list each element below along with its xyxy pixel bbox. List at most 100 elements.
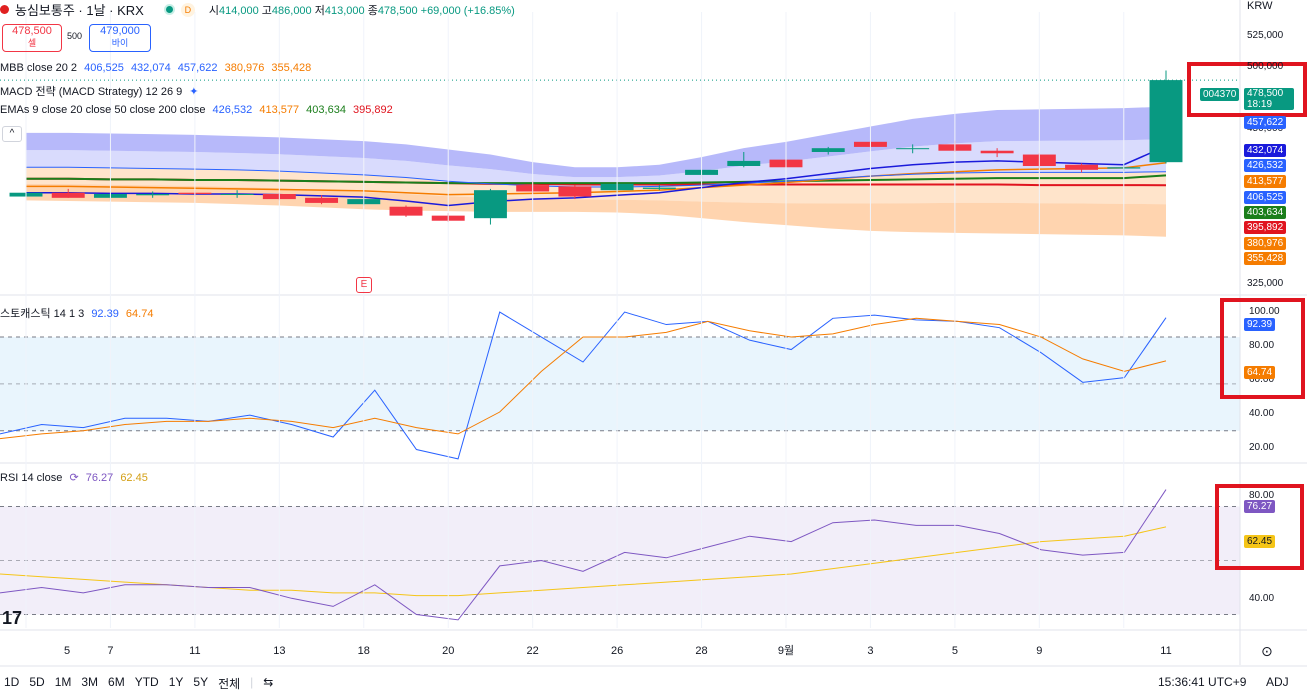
bb-lower-label: 355,428 xyxy=(1244,252,1287,265)
market-open-icon xyxy=(163,4,175,15)
refresh-icon[interactable]: ⟳ xyxy=(69,472,79,484)
timeframe-1y[interactable]: 1Y xyxy=(168,675,184,689)
stoch-k-label: 92.39 xyxy=(1244,318,1276,331)
stoch-d-label: 64.74 xyxy=(1244,366,1276,379)
axes-layer: 5 7 11 13 18 20 22 26 28 9월 3 5 9 11 xyxy=(0,0,1307,667)
price-tick: 500,000 xyxy=(1247,61,1284,72)
ema200-label: 395,892 xyxy=(1244,221,1287,234)
ema50-line xyxy=(26,174,1167,185)
time-axis-label: 11 xyxy=(189,645,200,657)
clock[interactable]: 15:36:41 UTC+9 xyxy=(1158,675,1247,689)
ema20-label: 413,577 xyxy=(1244,175,1287,188)
rsi-tick: 40.00 xyxy=(1249,593,1275,604)
price-tick: 325,000 xyxy=(1247,278,1284,289)
time-axis-label: 7 xyxy=(107,645,113,657)
candle-body xyxy=(727,160,761,166)
chevron-up-icon: ^ xyxy=(9,128,15,139)
time-axis-label: 5 xyxy=(64,645,70,657)
bb-basis-label: 406,525 xyxy=(1244,191,1287,204)
highlight-box-price xyxy=(1187,62,1307,117)
time-axis-label: 11 xyxy=(1160,645,1171,657)
stoch-tick: 40.00 xyxy=(1249,408,1275,419)
time-axis-label: 28 xyxy=(695,645,707,657)
symbol-title[interactable]: 농심보통주 · 1날 · KRX xyxy=(15,3,144,18)
candle-body xyxy=(642,187,676,189)
sparkle-icon[interactable]: ✦ xyxy=(189,86,199,98)
rsi-legend[interactable]: RSI 14 close ⟳ 76.27 62.45 xyxy=(0,472,148,484)
timeframe-6m[interactable]: 6M xyxy=(108,675,125,689)
timeframe-1m[interactable]: 1M xyxy=(54,675,72,689)
timeframe-1d[interactable]: 1D xyxy=(4,675,20,689)
rsi-label: 76.27 xyxy=(1244,500,1276,513)
bb-lower-inner-band xyxy=(26,167,1166,205)
earnings-marker[interactable]: E xyxy=(356,277,372,293)
collapse-legend-button[interactable]: ^ xyxy=(2,126,22,142)
date-range-icon[interactable]: ⇆ xyxy=(263,675,274,689)
stoch-d-line xyxy=(0,317,1167,440)
tradingview-logo[interactable]: 17 xyxy=(2,608,23,628)
price-tick: 525,000 xyxy=(1247,30,1284,41)
rsi-tick: 80.00 xyxy=(1249,490,1275,501)
timeframe-bar: 1D 5D 1M 3M 6M YTD 1Y 5Y 전체 | ⇆ xyxy=(4,675,274,691)
adj-toggle[interactable]: ADJ xyxy=(1266,675,1289,689)
candle-body xyxy=(473,190,507,219)
emas-legend[interactable]: EMAs 9 close 20 close 50 close 200 close… xyxy=(0,104,393,116)
highlight-box-stoch xyxy=(1220,298,1305,399)
bb-lower-inner-label: 380,976 xyxy=(1244,237,1287,250)
symbol-code-label: 004370 xyxy=(1200,88,1240,101)
candle-body xyxy=(811,148,845,152)
candle-body xyxy=(558,186,592,197)
candle-body xyxy=(51,192,85,198)
candle-body xyxy=(220,194,254,195)
buy-button[interactable]: 479,000 바이 xyxy=(89,24,151,52)
timeframe-5d[interactable]: 5D xyxy=(29,675,45,689)
macd-legend[interactable]: MACD 전략 (MACD Strategy) 12 26 9 ✦ xyxy=(0,86,199,98)
time-axis-label: 26 xyxy=(611,645,623,657)
ema9-line xyxy=(26,145,1167,207)
delayed-badge[interactable]: D xyxy=(180,2,195,17)
time-axis-label: 22 xyxy=(527,645,539,657)
candle-body xyxy=(980,150,1014,154)
time-axis-label: 9월 xyxy=(778,644,794,657)
bb-basis-line xyxy=(26,166,1167,188)
settings-icon[interactable]: ⊙ xyxy=(1261,643,1273,659)
timeframe-ytd[interactable]: YTD xyxy=(134,675,159,689)
ema9-label: 426,532 xyxy=(1244,159,1287,172)
time-axis-label: 5 xyxy=(952,645,958,657)
ohlc-readout: 시414,000 고486,000 저413,000 종478,500 +69,… xyxy=(208,4,515,17)
spread-value: 500 xyxy=(67,31,83,41)
mbb-legend[interactable]: MBB close 20 2 406,525 432,074 457,622 3… xyxy=(0,62,312,74)
stoch-legend[interactable]: 스토캐스틱 14 1 3 92.39 64.74 xyxy=(0,308,154,320)
stoch-tick: 60.00 xyxy=(1249,374,1275,385)
time-axis-label: 20 xyxy=(442,645,454,657)
time-axis-label: 13 xyxy=(273,645,285,657)
stoch-k-line xyxy=(0,311,1167,460)
candle-body xyxy=(896,148,930,150)
rsi-pane xyxy=(0,489,1240,621)
currency-label[interactable]: KRW xyxy=(1247,0,1273,12)
highlight-box-rsi xyxy=(1215,484,1304,570)
bb-upper-label: 457,622 xyxy=(1244,116,1287,129)
time-axis-label: 18 xyxy=(358,645,370,657)
rsi-ma-label: 62.45 xyxy=(1244,535,1276,548)
bb-upper-inner-label: 432,074 xyxy=(1244,144,1287,157)
timeframe-3m[interactable]: 3M xyxy=(81,675,99,689)
rsi-line xyxy=(0,489,1167,621)
candle-body xyxy=(1065,164,1099,170)
market-status-icon xyxy=(0,5,9,14)
timeframe-all[interactable]: 전체 xyxy=(218,677,241,691)
timeframe-5y[interactable]: 5Y xyxy=(193,675,209,689)
stoch-tick: 80.00 xyxy=(1249,340,1275,351)
candle-body xyxy=(389,206,423,216)
ema20-line xyxy=(26,161,1167,196)
bb-lower-band xyxy=(26,183,1166,237)
time-axis-label: 3 xyxy=(867,645,873,657)
sell-button[interactable]: 478,500 셀 xyxy=(2,24,62,52)
stoch-tick: 100.00 xyxy=(1249,306,1280,317)
stochastic-pane xyxy=(0,311,1240,460)
candle-body xyxy=(1149,80,1183,163)
bb-upper-band xyxy=(26,106,1166,178)
current-price-label: 478,500 18:19 xyxy=(1244,88,1294,110)
candle-body xyxy=(136,194,170,196)
